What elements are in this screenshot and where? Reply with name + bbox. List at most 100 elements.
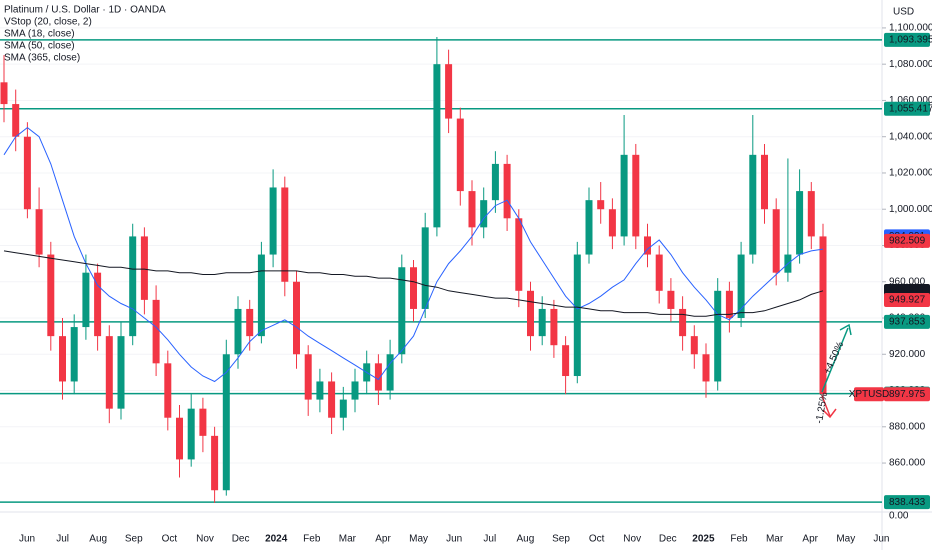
candle-body [515, 218, 523, 291]
x-tick-label: Mar [339, 534, 357, 545]
candle-body [433, 64, 441, 228]
chart-title: Platinum / U.S. Dollar · 1D · OANDA [4, 5, 166, 16]
x-tick-label: Jul [56, 534, 69, 545]
x-tick-label: Dec [232, 534, 250, 545]
indicator-label: SMA (18, close) [4, 29, 75, 40]
arrow [821, 327, 849, 393]
candle-body [620, 154, 628, 237]
x-tick-label: Nov [623, 534, 641, 545]
candle-body [632, 154, 640, 237]
candle-body [94, 272, 102, 337]
candle-body [187, 408, 195, 460]
candle-body [667, 290, 675, 309]
candle-body [456, 118, 464, 192]
candle-body [82, 272, 90, 328]
candle-body [140, 236, 148, 300]
candle-body [257, 254, 265, 337]
candle-body [421, 227, 429, 309]
x-tick-label: Oct [162, 534, 178, 545]
y-tick-label: 960.000 [889, 276, 926, 287]
y-tick-label: 920.000 [889, 349, 926, 360]
candle-body [644, 236, 651, 255]
x-tick-label: Aug [89, 534, 107, 545]
price-tag-label: 937.853 [889, 317, 926, 328]
x-tick-label: Jul [483, 534, 496, 545]
indicator-label: VStop (20, close, 2) [4, 17, 92, 28]
x-tick-label: Sep [125, 534, 143, 545]
candle-body [410, 267, 417, 309]
candle-body [608, 209, 616, 237]
arrowhead [822, 408, 837, 419]
x-tick-label: Feb [303, 534, 321, 545]
candle-body [35, 209, 43, 255]
candle-body [351, 381, 359, 400]
candle-body [749, 154, 757, 255]
y-tick-label: 1,020.000 [889, 168, 932, 179]
candle-body [714, 290, 722, 382]
candle-body [281, 187, 289, 282]
candle-body [129, 236, 137, 337]
legend-entry: SMA (50, close) [4, 41, 75, 52]
candle-body [725, 290, 733, 319]
price-tag [884, 293, 930, 308]
candle-body [164, 363, 172, 418]
candle-body [491, 163, 499, 201]
candle-body [234, 308, 242, 355]
candle-body [304, 354, 312, 400]
candle-body [503, 163, 511, 219]
x-tick-label: 2025 [692, 534, 715, 545]
candle-body [70, 327, 78, 382]
y-tick-label: 1,040.000 [889, 131, 932, 142]
x-tick-label: Jun [446, 534, 462, 545]
price-tag [884, 32, 930, 47]
x-tick-label: May [836, 534, 855, 545]
overlay: Platinum / U.S. Dollar · 1D · OANDA VSto… [4, 5, 932, 522]
candle-body [562, 345, 570, 377]
x-tick-label: Jun [19, 534, 35, 545]
plot-area: 860.000880.000900.000920.000940.000960.0… [0, 23, 932, 545]
sma-line [3, 250, 824, 317]
candle-body [12, 104, 20, 137]
candle-body [796, 191, 804, 255]
x-tick-label: Apr [802, 534, 818, 545]
candle-body [176, 417, 183, 460]
candle-body [761, 154, 768, 210]
y-tick-label: 1,080.000 [889, 59, 932, 70]
arrow [821, 395, 831, 417]
price-tag-label: 1,093.395 [889, 35, 932, 46]
candle-body [398, 267, 406, 355]
price-tag-label: 838.433 [889, 497, 926, 508]
y-tick-label: 1,000.000 [889, 204, 932, 215]
candle-body [807, 191, 815, 237]
price-tag [884, 314, 930, 329]
candle-body [445, 64, 453, 119]
price-tag [884, 233, 930, 248]
x-tick-label: Mar [766, 534, 784, 545]
candle-body [655, 254, 663, 291]
price-tag [884, 387, 930, 402]
candle-body [316, 381, 324, 400]
axis-footer: 0.00 [889, 511, 909, 522]
candle-body [702, 354, 710, 382]
price-tag [884, 101, 930, 116]
candle-body [527, 290, 534, 337]
annotation: -1.25% [814, 391, 830, 424]
candle-body [47, 254, 55, 337]
candle-body [339, 399, 347, 418]
candle-body [0, 82, 8, 105]
x-tick-label: Nov [196, 534, 214, 545]
x-tick-label: Apr [375, 534, 391, 545]
candle-body [480, 200, 488, 228]
candle-body [269, 187, 277, 255]
x-tick-label: Dec [659, 534, 677, 545]
candle-body [585, 200, 593, 255]
candle-body [105, 336, 113, 409]
x-tick-label: 2024 [265, 534, 288, 545]
legend-entry: SMA (365, close) [4, 53, 80, 64]
candle-body [59, 336, 66, 382]
candle-body [374, 363, 382, 391]
x-tick-label: Feb [730, 534, 748, 545]
x-tick-label: Sep [552, 534, 570, 545]
y-tick-label: 880.000 [889, 421, 926, 432]
